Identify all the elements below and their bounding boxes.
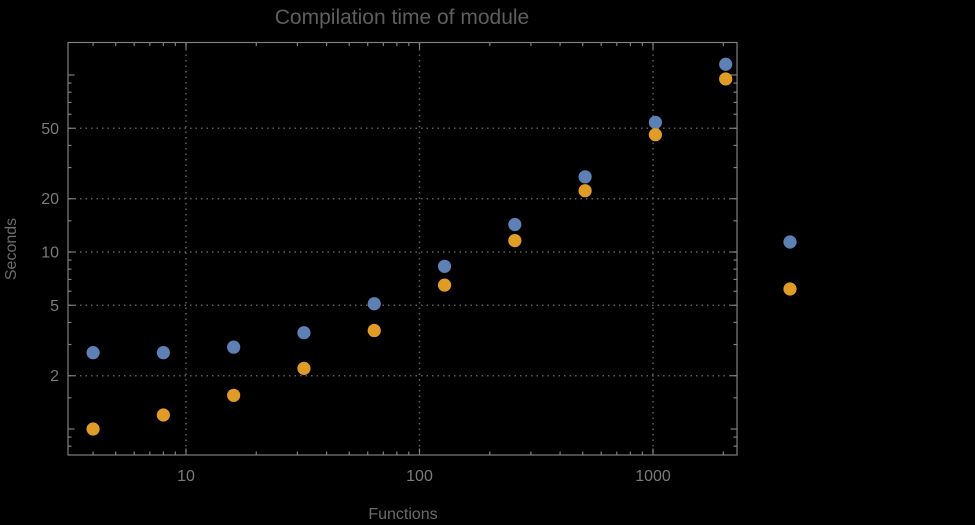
data-point-series-1-blue [648,115,663,129]
data-point-series-2-orange [227,388,241,402]
y-tick-label: 50 [41,121,59,138]
chart-title: Compilation time of module [275,6,529,29]
y-tick-label: 2 [50,368,59,385]
y-tick-labels: 2 5 10 20 50 [41,121,59,385]
y-tick-label: 5 [50,298,59,315]
y-axis-label: Seconds [3,218,20,280]
data-point-series-2-orange [648,128,663,142]
data-points [86,57,733,436]
axis-tick-marks [68,42,737,455]
data-point-series-1-blue [86,346,100,360]
data-point-series-1-blue [508,217,522,232]
x-tick-label: 10 [177,468,195,485]
legend-marker-series-2-orange [783,282,797,296]
data-point-series-1-blue [227,340,241,354]
x-tick-label: 1000 [635,468,671,485]
data-point-series-1-blue [578,170,592,184]
data-point-series-2-orange [297,361,311,375]
y-tick-label: 20 [41,191,59,208]
data-point-series-1-blue [297,326,311,340]
data-point-series-2-orange [508,233,522,248]
data-point-series-2-orange [86,422,100,436]
data-point-series-1-blue [367,297,381,311]
x-tick-labels: 10 100 1000 [177,468,671,485]
data-point-series-2-orange [156,408,170,422]
data-point-series-2-orange [437,278,452,292]
data-point-series-1-blue [156,346,170,360]
plot-frame [67,41,738,456]
x-tick-label: 100 [406,468,433,485]
legend-marker-series-1-blue [783,235,797,249]
data-point-series-2-orange [578,184,592,198]
gridlines [69,43,736,454]
legend-markers [783,235,797,296]
y-tick-label: 10 [41,245,59,262]
data-point-series-1-blue [719,57,733,71]
x-axis-label: Functions [368,506,437,523]
data-point-series-2-orange [367,323,381,338]
data-point-series-2-orange [719,72,733,86]
data-point-series-1-blue [437,259,452,273]
